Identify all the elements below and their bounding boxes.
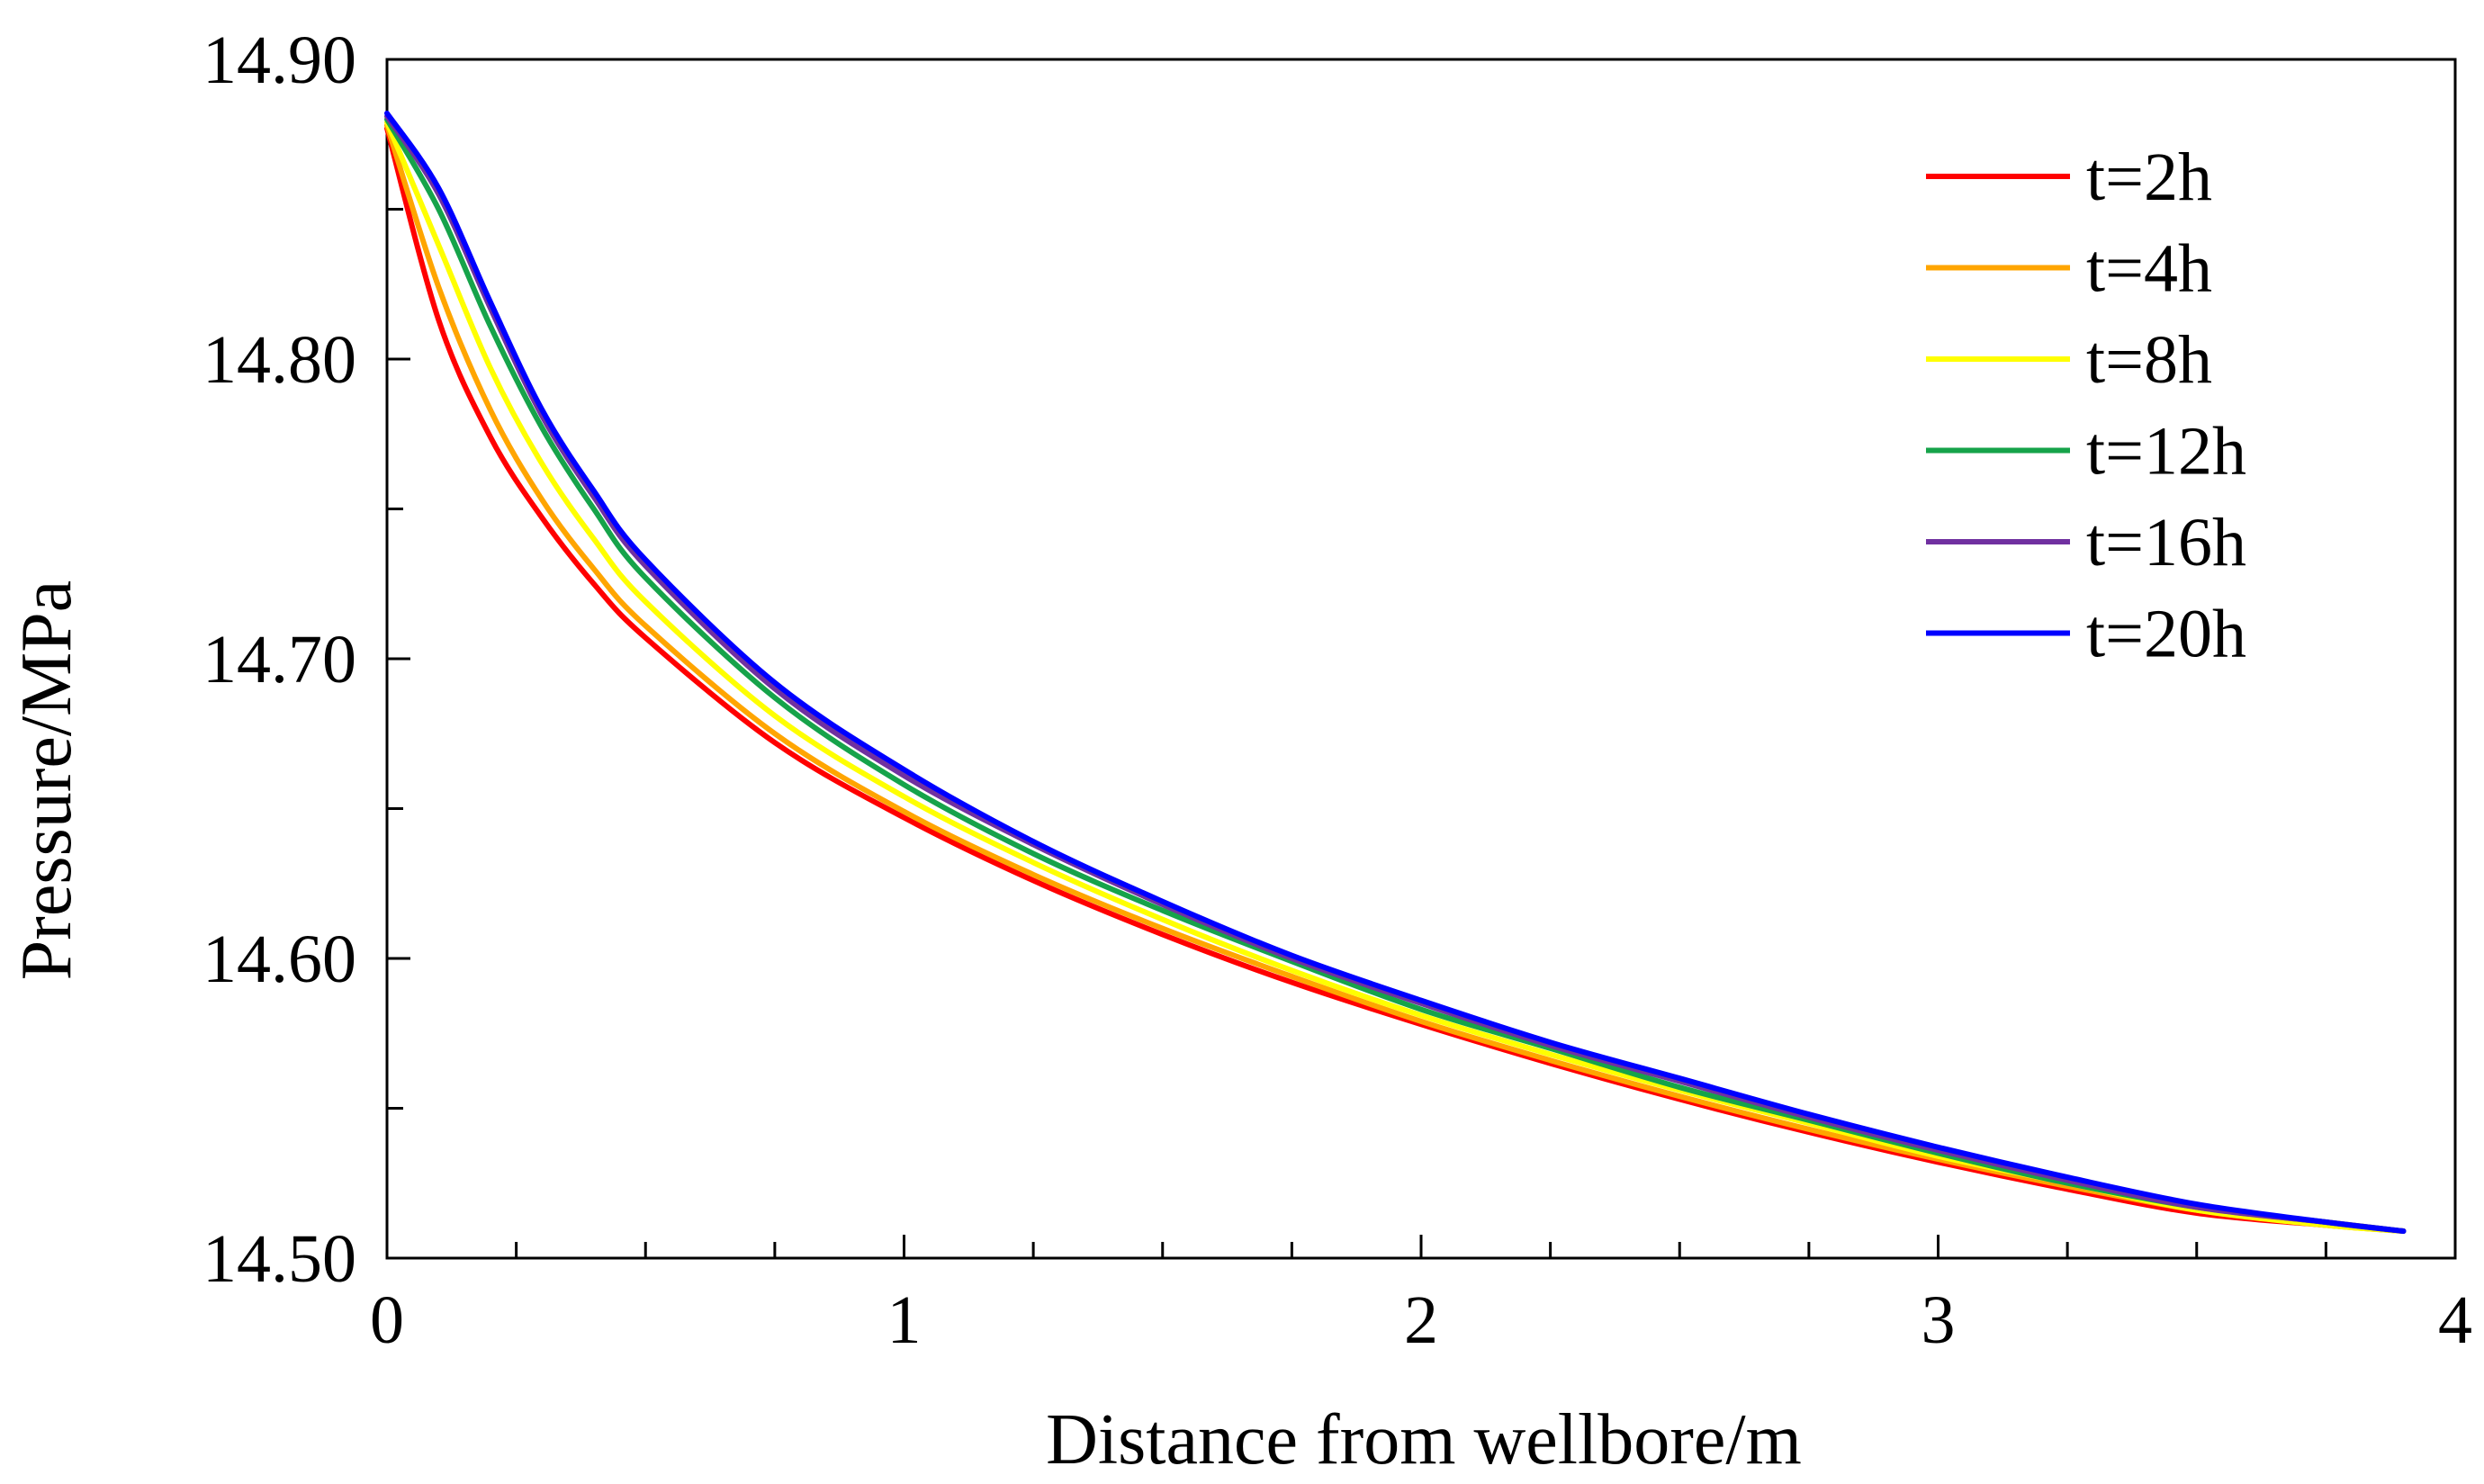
legend-label-t-12h: t=12h [2086,414,2246,490]
x-tick-label: 1 [887,1282,922,1358]
y-tick-label: 14.70 [202,622,356,697]
x-tick-label: 4 [2438,1282,2472,1358]
series-line-t-16h [384,113,2407,1234]
legend: t=2h t=4h t=8h t=12h t=16h t=20h [1926,139,2246,672]
legend-label-t-2h: t=2h [2086,139,2212,215]
y-axis-title: Pressure/MPa [7,580,86,980]
y-tick-label: 14.60 [202,922,356,997]
legend-label-t-8h: t=8h [2086,322,2212,398]
y-tick-label: 14.50 [202,1221,356,1297]
series-line-t-12h [384,116,2407,1234]
y-tick-label: 14.90 [202,22,356,98]
series-line-t-20h [384,110,2407,1234]
x-tick-label: 3 [1922,1282,1956,1358]
x-tick-label: 2 [1404,1282,1438,1358]
legend-label-t-16h: t=16h [2086,505,2246,580]
series-lines [384,110,2407,1234]
y-tick-label: 14.80 [202,322,356,398]
x-tick-label: 0 [370,1282,404,1358]
legend-label-t-4h: t=4h [2086,231,2212,307]
axes: 0 1 2 3 4 14.50 14.60 14.70 14.80 14.90 [202,22,2472,1358]
legend-label-t-20h: t=20h [2086,597,2246,672]
series-line-t-2h [384,125,2407,1234]
x-axis-title: Distance from wellbore/m [1046,1400,1802,1480]
series-line-t-4h [384,122,2407,1234]
